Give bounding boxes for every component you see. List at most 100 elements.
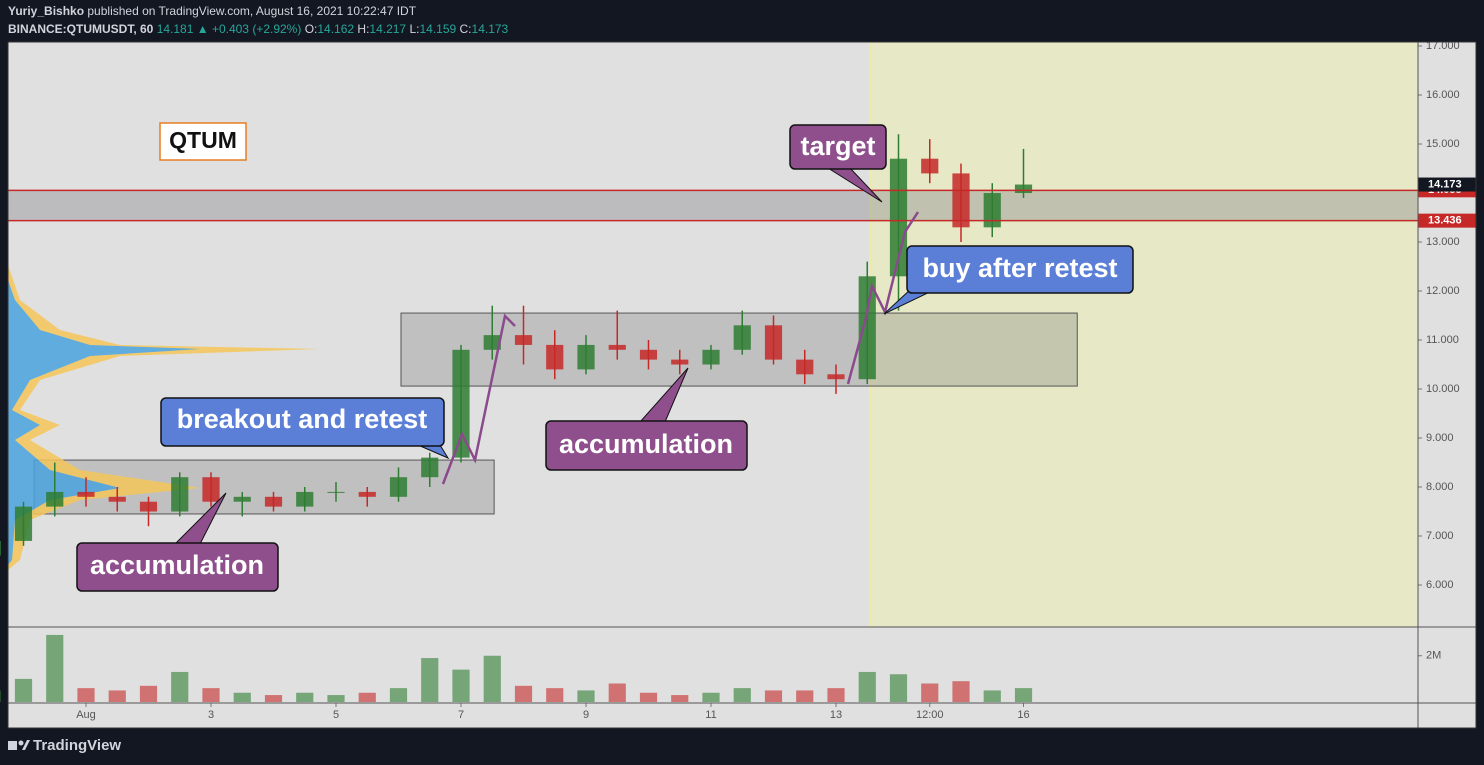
candle-body <box>171 477 189 512</box>
x-tick-label: 9 <box>583 709 589 721</box>
x-tick-label: 7 <box>458 709 464 721</box>
logo-mark <box>8 741 17 750</box>
resistance-zone <box>8 190 1418 221</box>
ohlc-label: L: <box>409 22 419 36</box>
ohlc-value: 14.217 <box>369 22 406 36</box>
volume-bar <box>1014 688 1033 702</box>
ohlc-value: 14.162 <box>317 22 354 36</box>
ohlc-value: 14.159 <box>419 22 456 36</box>
volume-bar <box>952 681 970 702</box>
candle-body <box>77 491 95 497</box>
candle-body <box>0 540 1 556</box>
volume-bar <box>577 690 595 702</box>
volume-bar <box>827 688 845 702</box>
volume-bar <box>796 690 814 702</box>
volume-bar <box>608 683 626 702</box>
y-tick-label: 7.000 <box>1426 530 1454 542</box>
volume-bar <box>639 692 658 702</box>
volume-bar <box>858 671 876 702</box>
volume-bar <box>889 674 908 702</box>
volume-bar <box>764 690 783 702</box>
candle-body <box>827 374 845 380</box>
volume-bar <box>733 688 751 702</box>
candle-body <box>639 349 658 360</box>
symbol: BINANCE:QTUMUSDT, 60 <box>8 22 154 36</box>
chart-frame <box>7 41 1477 729</box>
callout-box <box>76 542 279 592</box>
candle-body <box>358 491 376 497</box>
volume-bar <box>921 683 939 702</box>
highlight-region <box>869 42 1418 627</box>
y-tick-label: 9.000 <box>1426 432 1454 444</box>
candle-body <box>858 276 876 380</box>
x-tick-label: 12:00 <box>916 709 944 721</box>
ohlc-label: H: <box>357 22 369 36</box>
callout-text: target <box>800 131 875 161</box>
volume-bar <box>108 690 126 702</box>
callout-text: breakout and retest <box>177 404 428 434</box>
callout: breakout and retest <box>160 397 450 460</box>
candle-body <box>577 344 595 370</box>
logo-mark <box>18 740 24 746</box>
footer-brand: TradingView <box>33 737 121 754</box>
callout-box <box>789 124 887 170</box>
publisher: Yuriy_Bishko <box>8 4 84 18</box>
callout: accumulation <box>76 492 279 592</box>
callout-text: accumulation <box>559 429 733 459</box>
x-tick-label: Aug <box>76 709 96 721</box>
callout-text: accumulation <box>90 550 264 580</box>
candle-body <box>452 349 470 458</box>
volume-bar <box>983 690 1001 702</box>
volume-bar <box>233 692 251 702</box>
publish-line: Yuriy_Bishko published on TradingView.co… <box>8 4 417 18</box>
range-box <box>33 459 495 515</box>
volume-bar <box>202 688 220 702</box>
volume-bar <box>483 655 501 702</box>
candle-body <box>1014 184 1033 194</box>
price-label: 14.173 <box>1428 178 1462 190</box>
y-tick-label: 13.000 <box>1426 236 1460 248</box>
y-tick-label: 17.000 <box>1426 40 1460 52</box>
x-tick-label: 5 <box>333 709 339 721</box>
candle-body <box>233 496 251 502</box>
volume-bar <box>702 692 720 702</box>
callout-text: QTUM <box>169 127 237 153</box>
candle-body <box>14 506 33 541</box>
candle-body <box>702 349 720 365</box>
volume-bar <box>327 695 345 702</box>
x-tick-label: 16 <box>1017 709 1029 721</box>
candle-body <box>733 325 751 350</box>
volume-bar <box>77 688 95 702</box>
candle-body <box>889 158 908 277</box>
candle-body <box>796 359 814 375</box>
y-tick-label: 12.000 <box>1426 285 1460 297</box>
x-tick-label: 13 <box>830 709 842 721</box>
candle-body <box>921 158 939 174</box>
callout: accumulation <box>545 367 748 471</box>
ohlc-label: C: <box>460 22 472 36</box>
volume-bar <box>171 671 189 702</box>
symbol-line: BINANCE:QTUMUSDT, 60 14.181 ▲ +0.403 (+2… <box>8 22 509 36</box>
volume-bar <box>296 692 314 702</box>
callout-box <box>159 122 247 161</box>
callout: target <box>789 124 887 203</box>
price-label-bg <box>1418 177 1476 192</box>
callout-box <box>906 245 1134 294</box>
candle-body <box>139 501 158 512</box>
y-tick-label: 16.000 <box>1426 89 1460 101</box>
candle-body <box>546 344 564 370</box>
volume-bar <box>46 634 64 702</box>
arrows <box>441 211 920 485</box>
y-tick-label: 11.000 <box>1426 334 1459 346</box>
volume-tick-label: 2M <box>1426 650 1441 662</box>
y-tick-label: 10.000 <box>1426 383 1460 395</box>
candle-body <box>389 477 408 497</box>
arrow <box>846 211 920 385</box>
volume-bar <box>139 685 158 702</box>
volume-bar <box>421 658 439 702</box>
candle-body <box>327 491 345 493</box>
callout-box <box>545 420 748 471</box>
ohlc-label: O: <box>305 22 318 36</box>
price-label-bg <box>1418 213 1476 228</box>
